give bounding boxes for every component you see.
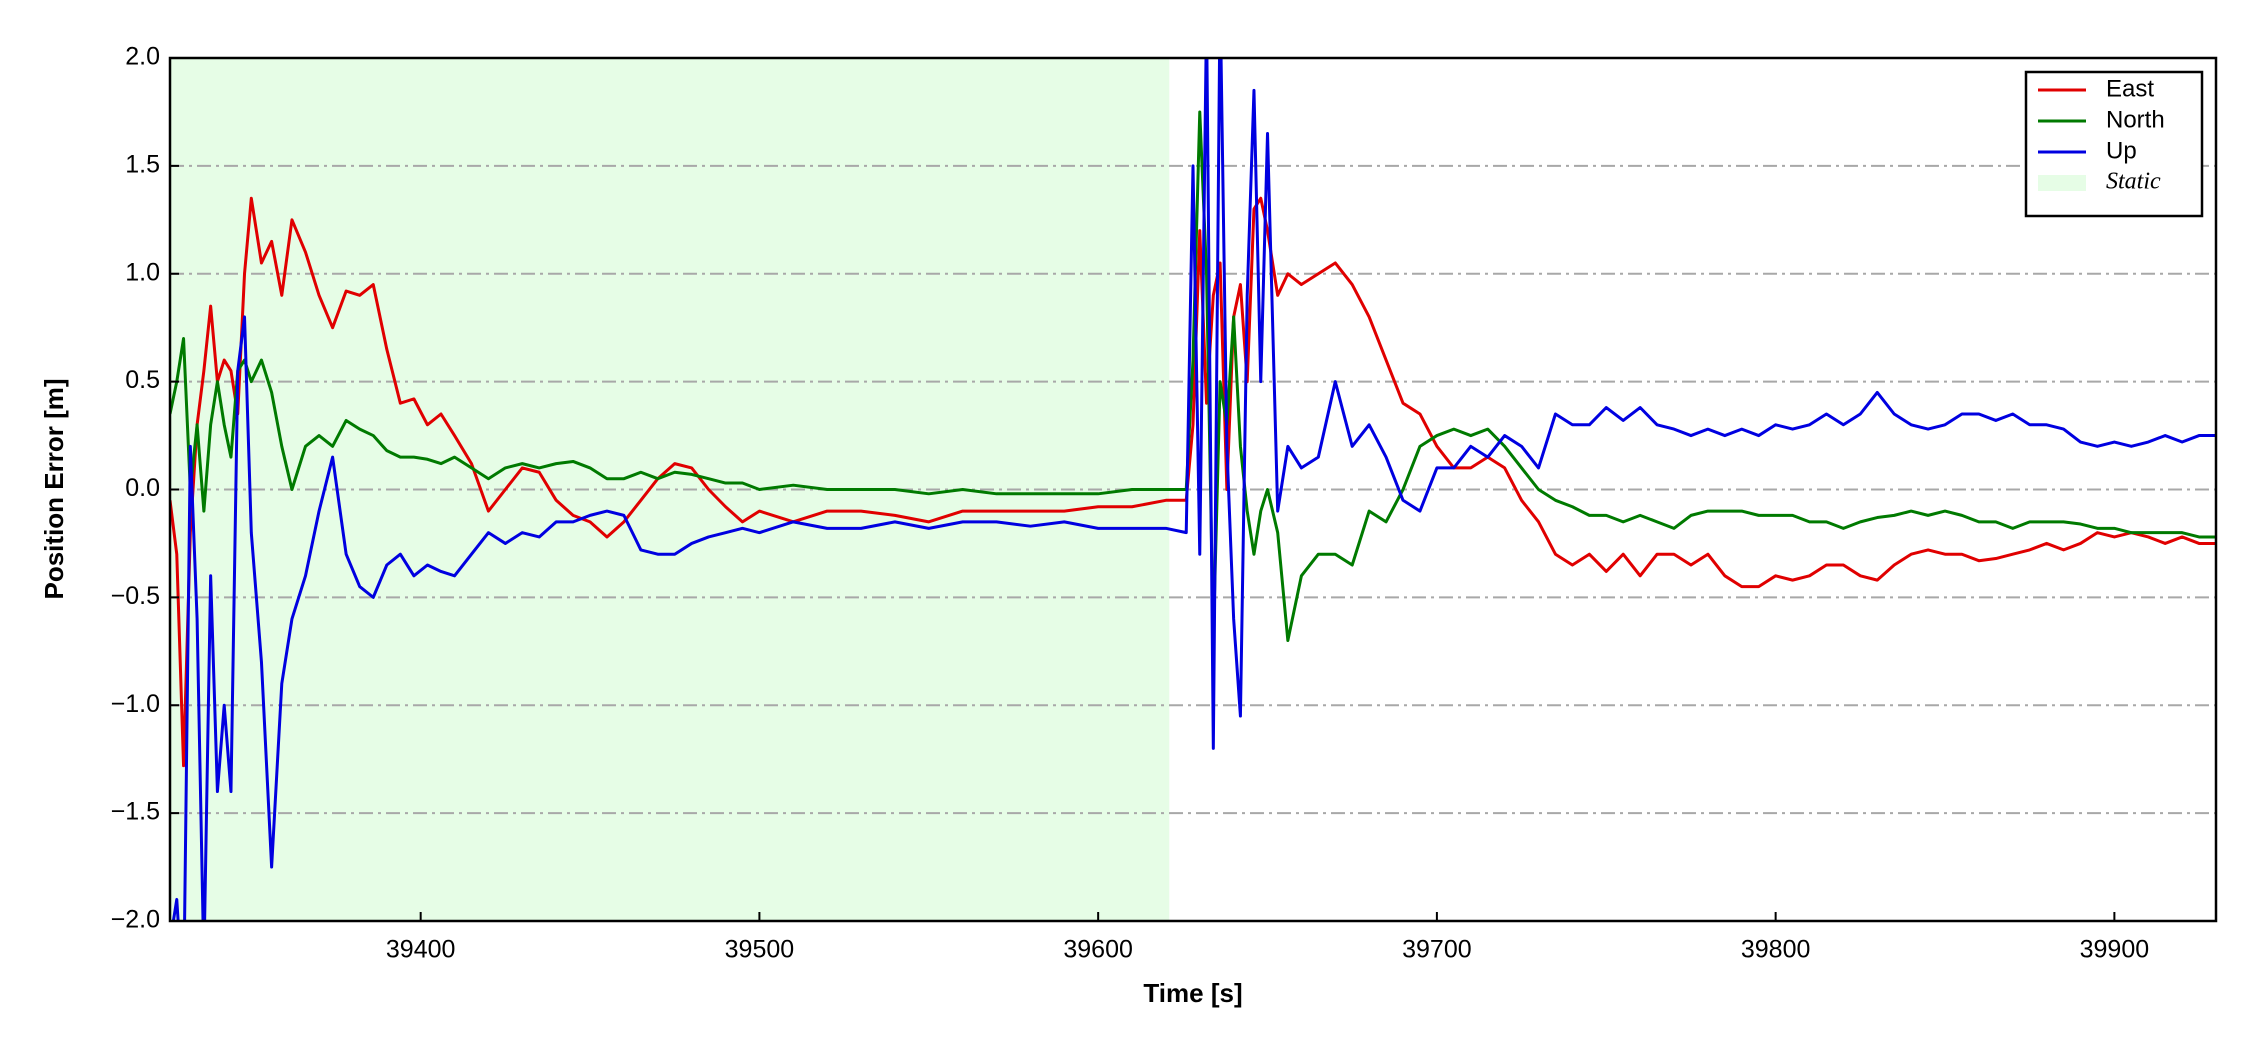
y-tick-label: −1.5 — [111, 798, 160, 826]
series-line — [170, 196, 2216, 768]
legend-label: Static — [2106, 169, 2161, 195]
y-tick-label: 0.0 — [125, 474, 160, 502]
plot-frame: −2.0 −1.5 −1.0 −0.5 0.0 0.5 1.0 1.5 2.0 39400 3950… — [111, 43, 2218, 964]
x-tick-label: 39400 — [386, 936, 456, 964]
legend-swatch — [2038, 175, 2086, 191]
y-tick-label: 1.0 — [125, 258, 160, 286]
x-tick-label: 39800 — [1741, 936, 1811, 964]
series-line — [171, 58, 2216, 921]
legend-box — [2024, 70, 2204, 218]
plot-lines — [170, 58, 2216, 921]
legend-label: Up — [2106, 137, 2137, 164]
legend-label: East — [2106, 75, 2154, 102]
x-tick-label: 39500 — [725, 936, 795, 964]
y-tick-label: 0.5 — [125, 366, 160, 394]
y-tick-label: 1.5 — [125, 150, 160, 178]
series-line — [170, 110, 2216, 643]
y-axis-label: Position Error [m] — [39, 378, 69, 599]
y-tick-label: −1.0 — [111, 690, 160, 718]
x-tick-label: 39700 — [1402, 936, 1472, 964]
y-tick-label: −0.5 — [111, 582, 160, 610]
y-tick-label: −2.0 — [111, 906, 160, 934]
legend-label: North — [2106, 106, 2165, 133]
x-axis-label: Time [s] — [1143, 978, 1242, 1008]
x-tick-label: 39600 — [1063, 936, 1133, 964]
x-tick-label: 39900 — [2080, 936, 2150, 964]
y-tick-label: 2.0 — [125, 43, 160, 71]
plot-border — [168, 56, 2218, 923]
